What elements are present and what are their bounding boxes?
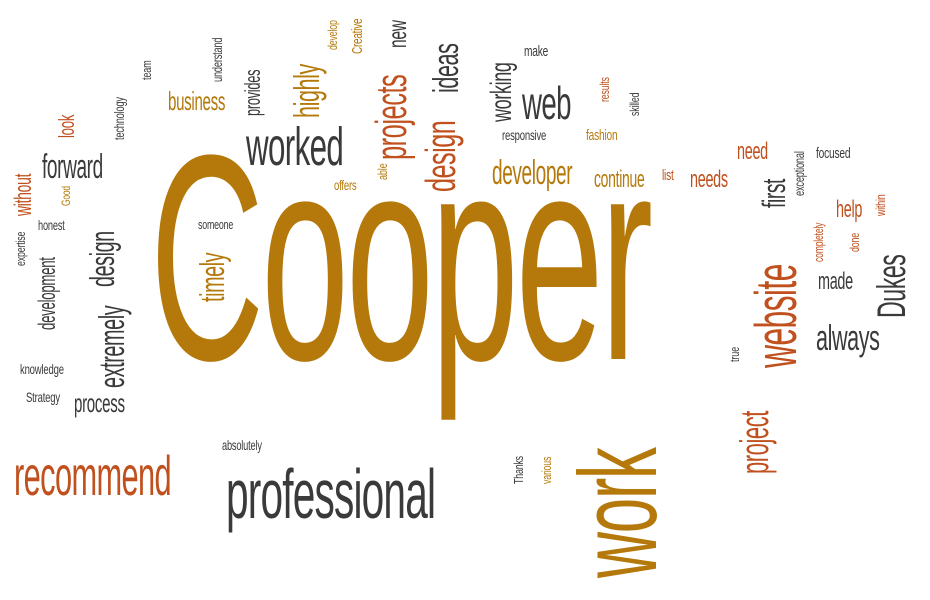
word-design-rust: design bbox=[417, 120, 464, 192]
word-business: business bbox=[168, 86, 226, 116]
word-design-gray: design bbox=[84, 231, 122, 287]
word-team: team bbox=[139, 60, 154, 80]
word-list: list bbox=[662, 167, 674, 184]
word-web: web bbox=[522, 77, 572, 129]
word-results: results bbox=[597, 77, 612, 102]
word-continue: continue bbox=[594, 166, 645, 193]
word-various: various bbox=[539, 456, 554, 484]
word-true: true bbox=[727, 347, 742, 362]
word-knowledge: knowledge bbox=[20, 361, 64, 377]
word-develop: develop bbox=[325, 20, 340, 50]
word-ideas: ideas bbox=[425, 43, 466, 93]
word-extremely: extremely bbox=[91, 305, 132, 388]
word-cooper: Cooper bbox=[150, 95, 653, 422]
word-good: Good bbox=[59, 186, 73, 206]
word-project: project bbox=[733, 411, 777, 474]
word-provides: provides bbox=[240, 69, 265, 116]
word-focused: focused bbox=[816, 145, 851, 162]
word-understand: understand bbox=[209, 37, 225, 82]
word-worked: worked bbox=[246, 117, 344, 177]
word-exceptional: exceptional bbox=[791, 151, 807, 196]
word-always: always bbox=[816, 317, 880, 358]
word-someone: someone bbox=[198, 217, 234, 232]
word-work: work bbox=[557, 448, 680, 578]
word-website: website bbox=[744, 264, 809, 368]
word-absolutely: absolutely bbox=[222, 437, 262, 453]
word-offers: offers bbox=[334, 177, 357, 193]
word-make: make bbox=[524, 43, 549, 60]
word-completely: completely bbox=[811, 222, 826, 262]
word-timely: timely bbox=[194, 252, 232, 302]
word-responsive: responsive bbox=[502, 127, 547, 143]
word-help: help bbox=[836, 196, 863, 223]
word-development: development bbox=[34, 257, 61, 330]
word-able: able bbox=[375, 163, 390, 180]
word-done: done bbox=[847, 233, 862, 252]
word-look: look bbox=[54, 114, 79, 138]
word-developer: developer bbox=[492, 154, 573, 192]
word-highly: highly bbox=[286, 64, 327, 118]
word-process: process bbox=[74, 388, 125, 418]
word-recommend: recommend bbox=[14, 444, 172, 507]
word-creative: Creative bbox=[349, 18, 366, 54]
word-technology: technology bbox=[111, 97, 127, 140]
word-expertise: expertise bbox=[13, 231, 28, 266]
word-strategy: Strategy bbox=[26, 389, 60, 405]
word-without: without bbox=[10, 173, 37, 216]
word-honest: honest bbox=[38, 217, 65, 233]
word-within: within bbox=[873, 194, 888, 216]
word-skilled: skilled bbox=[627, 92, 642, 116]
word-dukes: Dukes bbox=[870, 254, 914, 318]
word-fashion: fashion bbox=[586, 127, 618, 144]
word-made: made bbox=[818, 268, 853, 295]
word-needs: needs bbox=[690, 166, 728, 193]
word-forward: forward bbox=[42, 148, 103, 186]
word-thanks: Thanks bbox=[511, 456, 526, 484]
word-new: new bbox=[382, 20, 412, 48]
word-working: working bbox=[485, 62, 518, 122]
word-need: need bbox=[737, 138, 768, 165]
word-professional: professional bbox=[226, 455, 436, 533]
word-first: first bbox=[756, 178, 792, 208]
word-projects: projects bbox=[367, 74, 416, 160]
